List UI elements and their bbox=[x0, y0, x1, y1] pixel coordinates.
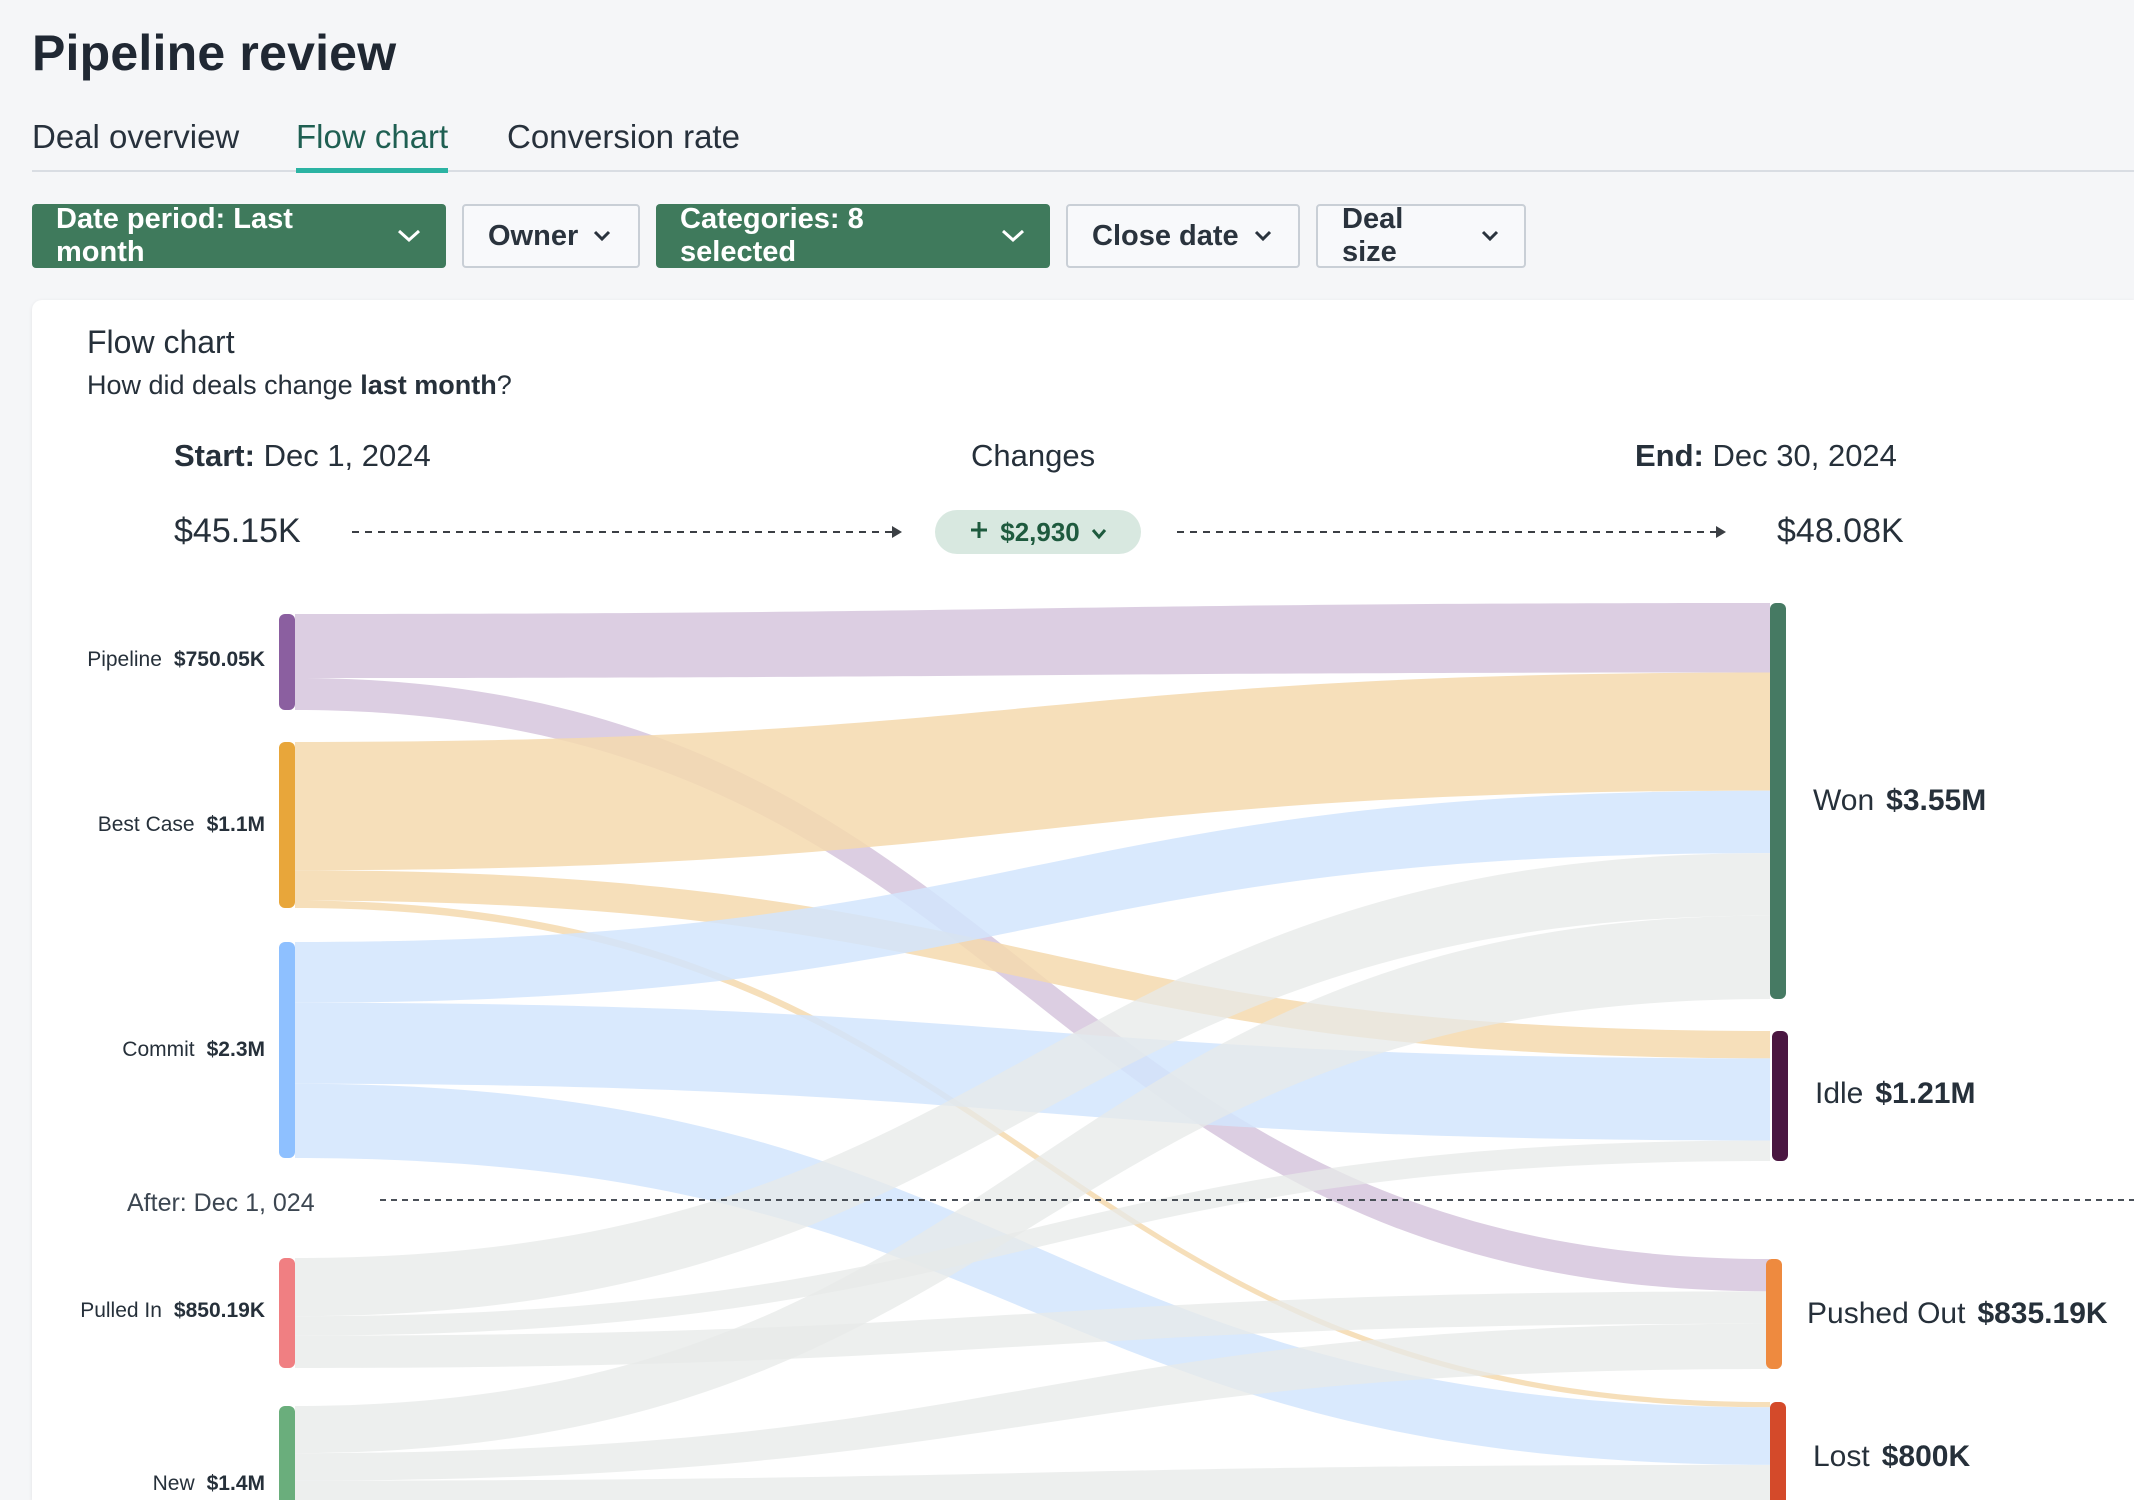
target-label-idle: Idle $1.21M bbox=[1815, 1077, 1975, 1111]
flow-pulled-in-to-pushed-out[interactable] bbox=[295, 1291, 1770, 1368]
flow-pulled-in-to-won[interactable] bbox=[295, 853, 1770, 1317]
source-value: $1.1M bbox=[206, 813, 265, 836]
source-name: Pulled In bbox=[80, 1299, 162, 1322]
target-value: $1.21M bbox=[1875, 1077, 1976, 1110]
source-label-pulled-in: Pulled In $850.19K bbox=[80, 1299, 265, 1323]
flow-pipeline-to-pushed-out[interactable] bbox=[295, 678, 1770, 1292]
card-subtitle: How did deals change last month? bbox=[87, 370, 512, 401]
target-value: $3.55M bbox=[1886, 784, 1987, 817]
node-bar-best-case bbox=[279, 742, 295, 908]
changes-to-end-arrow bbox=[1177, 526, 1726, 538]
target-name: Idle bbox=[1815, 1077, 1864, 1110]
node-bar-lost bbox=[1770, 1402, 1786, 1500]
subtitle-emphasis: last month bbox=[360, 370, 497, 400]
date-period-filter[interactable]: Date period: Last month bbox=[32, 203, 446, 268]
node-bar-pulled-in bbox=[279, 1258, 295, 1368]
source-value: $2.3M bbox=[206, 1038, 265, 1061]
chevron-down-icon bbox=[1090, 517, 1108, 548]
end-header: End: Dec 30, 2024 bbox=[1635, 438, 1897, 474]
owner-filter-label: Owner bbox=[488, 219, 579, 252]
flow-new-to-pushed-out[interactable] bbox=[295, 1323, 1770, 1481]
page-title: Pipeline review bbox=[32, 25, 397, 81]
categories-filter-label: Categories: 8 selected bbox=[680, 203, 864, 268]
flow-commit-to-won[interactable] bbox=[295, 790, 1770, 1003]
flow-pulled-in-to-idle[interactable] bbox=[295, 1140, 1770, 1336]
target-label-pushed-out: Pushed Out $835.19K bbox=[1807, 1297, 2108, 1331]
flow-commit-to-lost[interactable] bbox=[295, 1083, 1770, 1465]
date-period-filter-label: Date period: Last month bbox=[56, 203, 293, 268]
node-bar-idle bbox=[1772, 1031, 1788, 1161]
tab-bar: Deal overview Flow chart Conversion rate bbox=[32, 112, 2134, 173]
source-name: Best Case bbox=[97, 813, 195, 836]
source-value: $850.19K bbox=[173, 1299, 265, 1322]
node-bar-pushed-out bbox=[1766, 1259, 1782, 1369]
source-node-bars bbox=[279, 614, 295, 1500]
sankey-flows bbox=[295, 603, 1770, 1500]
start-header-label: Start: bbox=[174, 438, 255, 473]
target-label-lost: Lost $800K bbox=[1813, 1440, 1970, 1474]
source-name: New bbox=[152, 1472, 195, 1495]
node-bar-pipeline bbox=[279, 614, 295, 710]
target-name: Won bbox=[1813, 784, 1875, 817]
source-value: $1.4M bbox=[206, 1472, 265, 1495]
node-bar-commit bbox=[279, 942, 295, 1158]
close-date-filter-label: Close date bbox=[1092, 219, 1239, 252]
subtitle-text: How did deals change bbox=[87, 370, 361, 400]
flow-best-case-to-won[interactable] bbox=[295, 672, 1770, 871]
source-value: $750.05K bbox=[173, 648, 265, 671]
target-label-won: Won $3.55M bbox=[1813, 784, 1986, 818]
flow-new-to-won[interactable] bbox=[295, 915, 1770, 1454]
flow-pipeline-to-won[interactable] bbox=[295, 603, 1770, 678]
sankey-chart bbox=[279, 526, 2134, 1500]
source-label-best-case: Best Case $1.1M bbox=[98, 813, 265, 837]
chevron-down-icon bbox=[396, 228, 422, 244]
flow-new-to-lost[interactable] bbox=[295, 1464, 1770, 1500]
owner-filter[interactable]: Owner bbox=[462, 204, 640, 268]
start-header: Start: Dec 1, 2024 bbox=[174, 438, 431, 474]
deal-size-filter-label: Deal size bbox=[1342, 203, 1404, 268]
source-name: Commit bbox=[122, 1038, 195, 1061]
flow-best-case-to-lost[interactable] bbox=[295, 900, 1770, 1408]
start-to-changes-arrow bbox=[352, 526, 902, 538]
end-header-label: End: bbox=[1635, 438, 1704, 473]
target-node-bars bbox=[1766, 603, 1788, 1500]
end-date: Dec 30, 2024 bbox=[1712, 438, 1897, 473]
source-label-pipeline: Pipeline $750.05K bbox=[87, 648, 265, 672]
flow-best-case-to-idle[interactable] bbox=[295, 870, 1770, 1059]
node-bar-new bbox=[279, 1406, 295, 1500]
source-label-new: New $1.4M bbox=[153, 1472, 265, 1496]
categories-filter[interactable]: Categories: 8 selected bbox=[656, 203, 1050, 268]
chevron-down-icon bbox=[1480, 229, 1500, 243]
close-date-filter[interactable]: Close date bbox=[1066, 204, 1300, 268]
start-date: Dec 1, 2024 bbox=[263, 438, 431, 473]
source-label-commit: Commit $2.3M bbox=[122, 1038, 265, 1062]
tab-flow-chart[interactable]: Flow chart bbox=[296, 118, 449, 173]
flow-chart-card: Flow chart How did deals change last mon… bbox=[32, 300, 2134, 1500]
target-value: $835.19K bbox=[1977, 1297, 2108, 1330]
tab-deal-overview[interactable]: Deal overview bbox=[32, 118, 240, 155]
chevron-down-icon bbox=[592, 229, 612, 243]
change-amount: $2,930 bbox=[1000, 516, 1080, 547]
subtitle-end: ? bbox=[496, 370, 512, 400]
after-divider-label: After: Dec 1, 024 bbox=[127, 1189, 315, 1217]
chevron-down-icon bbox=[1253, 229, 1273, 243]
deal-size-filter[interactable]: Deal size bbox=[1316, 203, 1526, 268]
node-bar-won bbox=[1770, 603, 1786, 999]
start-amount: $45.15K bbox=[174, 512, 301, 550]
changes-header: Changes bbox=[971, 438, 1096, 473]
target-value: $800K bbox=[1881, 1440, 1971, 1473]
source-name: Pipeline bbox=[87, 648, 162, 671]
end-amount: $48.08K bbox=[1777, 512, 1904, 550]
plus-icon bbox=[968, 517, 990, 548]
target-name: Pushed Out bbox=[1807, 1297, 1966, 1330]
tab-conversion-rate[interactable]: Conversion rate bbox=[507, 118, 740, 155]
card-title: Flow chart bbox=[87, 324, 235, 360]
target-name: Lost bbox=[1813, 1440, 1870, 1473]
chevron-down-icon bbox=[1000, 228, 1026, 244]
changes-badge[interactable]: $2,930 bbox=[935, 510, 1141, 554]
